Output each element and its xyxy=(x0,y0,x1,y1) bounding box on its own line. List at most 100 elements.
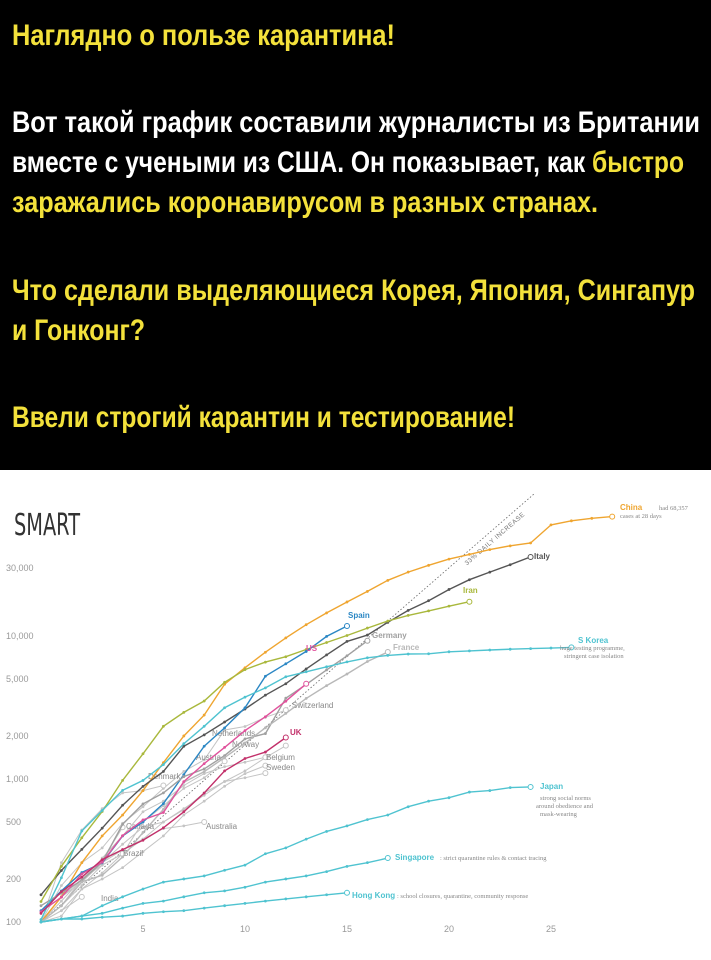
point xyxy=(264,880,267,884)
point xyxy=(325,830,328,833)
point xyxy=(39,900,43,903)
series-label: India xyxy=(101,894,119,903)
point xyxy=(406,805,410,809)
point xyxy=(202,770,206,774)
annotation: around obedience and xyxy=(536,803,594,810)
point xyxy=(39,920,43,924)
point xyxy=(121,866,124,870)
point xyxy=(386,619,390,623)
point xyxy=(202,799,206,803)
post-text: и Гонконг? xyxy=(12,314,145,347)
point xyxy=(80,914,84,918)
series-line xyxy=(40,765,266,923)
point xyxy=(141,838,145,842)
point xyxy=(100,846,104,850)
post-text: вместе с учеными из США. Он показывает, … xyxy=(12,146,592,179)
x-tick-label: 5 xyxy=(140,924,145,934)
point xyxy=(527,553,534,560)
series-label: Italy xyxy=(534,552,551,561)
point xyxy=(141,752,145,756)
point xyxy=(121,822,124,826)
point xyxy=(121,803,124,807)
point xyxy=(427,799,430,803)
post-text: Ввели строгий карантин и тестирование! xyxy=(12,401,515,434)
point xyxy=(60,861,63,865)
point xyxy=(141,818,145,822)
point xyxy=(284,846,288,850)
point xyxy=(468,649,471,653)
point xyxy=(549,646,553,650)
point xyxy=(100,809,104,812)
point xyxy=(243,725,247,728)
point xyxy=(325,653,328,657)
point xyxy=(386,813,390,817)
point xyxy=(345,634,349,637)
point xyxy=(264,732,267,735)
series-label: Brazil xyxy=(123,849,143,858)
annotation: strong social norms xyxy=(540,795,591,802)
point xyxy=(304,837,308,841)
point xyxy=(141,850,145,854)
point xyxy=(202,713,206,717)
point xyxy=(488,570,492,574)
point xyxy=(529,647,532,651)
point xyxy=(386,654,390,657)
point xyxy=(468,553,471,556)
point xyxy=(345,660,349,664)
point xyxy=(121,848,124,851)
point xyxy=(141,805,145,809)
series-label: Japan xyxy=(540,782,563,791)
y-tick-label: 2,000 xyxy=(6,731,29,741)
point xyxy=(60,899,63,903)
point xyxy=(162,834,165,838)
y-tick-label: 5,000 xyxy=(6,674,29,684)
point xyxy=(568,644,575,651)
point xyxy=(345,864,349,868)
series-line xyxy=(40,601,470,902)
point xyxy=(264,660,267,664)
point xyxy=(609,513,616,520)
point xyxy=(80,829,84,833)
point xyxy=(406,613,410,617)
y-tick-label: 500 xyxy=(6,817,21,827)
series-label: France xyxy=(393,643,420,652)
point xyxy=(160,782,167,789)
y-tick-label: 10,000 xyxy=(6,631,34,641)
point xyxy=(406,608,410,612)
series-label: Australia xyxy=(206,822,238,831)
point xyxy=(182,711,186,714)
point xyxy=(304,667,308,671)
point xyxy=(182,813,186,817)
point xyxy=(262,762,269,769)
post-line: Вот такой график составили журналисты из… xyxy=(12,106,700,139)
point xyxy=(60,917,63,921)
series-label: Germany xyxy=(372,631,407,640)
point xyxy=(100,834,104,838)
point xyxy=(202,758,206,762)
point xyxy=(202,776,206,780)
annotation: : school closures, quarantine, community… xyxy=(397,893,528,900)
point xyxy=(141,779,145,782)
point xyxy=(508,786,512,790)
point xyxy=(223,706,227,710)
point xyxy=(427,599,430,603)
point xyxy=(80,884,84,887)
point xyxy=(182,877,186,881)
point xyxy=(223,868,227,872)
text-panel xyxy=(0,0,711,470)
point xyxy=(527,783,534,790)
point xyxy=(262,754,269,761)
point xyxy=(141,802,145,806)
point xyxy=(264,726,267,730)
point xyxy=(284,682,288,686)
point xyxy=(100,858,104,862)
point xyxy=(325,665,328,669)
point xyxy=(141,784,145,788)
point xyxy=(223,726,227,730)
point xyxy=(345,639,349,643)
point xyxy=(508,563,512,567)
point xyxy=(182,734,186,738)
point xyxy=(182,770,186,773)
point xyxy=(182,895,186,899)
post-text: Что сделали выделяющиеся Корея, Япония, … xyxy=(12,274,695,307)
